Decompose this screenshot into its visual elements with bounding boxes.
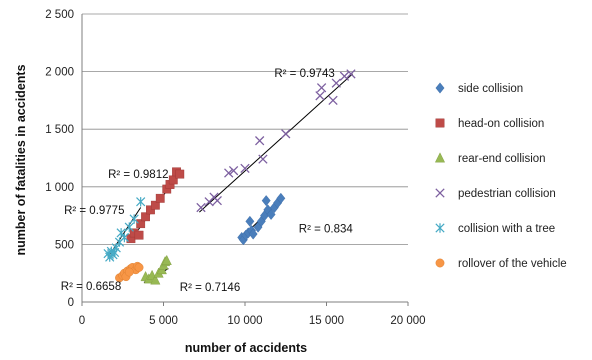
data-markers <box>103 69 356 285</box>
y-tick-label: 1 500 <box>45 124 74 136</box>
point-rollover-of-the-vehicle <box>124 267 134 277</box>
y-tick-label: 2 000 <box>45 67 74 79</box>
point-collision-with-a-tree <box>124 222 134 232</box>
x-axis-title: number of accidents <box>185 341 307 355</box>
point-pedestrian-collision <box>224 168 234 178</box>
x-tick-label: 5 000 <box>149 315 178 327</box>
y-axis-title: number of fatalities in accidents <box>14 64 28 255</box>
point-pedestrian-collision <box>328 95 338 106</box>
y-tick-label: 0 <box>68 297 74 309</box>
y-tick-label: 2 500 <box>45 9 74 21</box>
point-pedestrian-collision <box>316 83 327 93</box>
trendline-pedestrian-collision <box>199 73 353 213</box>
point-pedestrian-collision <box>212 195 222 206</box>
x-tick-label: 15 000 <box>309 315 344 327</box>
legend-label-head-on-collision: head-on collision <box>458 118 544 130</box>
point-head-on-collision <box>146 205 155 215</box>
x-tick-label: 0 <box>79 315 85 327</box>
point-side-collision <box>276 192 286 204</box>
point-side-collision <box>266 208 276 220</box>
point-head-on-collision <box>150 200 160 210</box>
r2-label-rollover-of-the-vehicle: R² = 0.6658 <box>61 281 121 293</box>
y-tick-labels: 0 500 1 000 1 500 2 000 2 500 <box>45 9 74 309</box>
point-head-on-collision <box>141 212 150 222</box>
r2-label-collision-with-a-tree: R² = 0.9775 <box>64 205 124 217</box>
r2-label-side-collision: R² = 0.834 <box>299 223 354 235</box>
point-side-collision <box>261 195 271 207</box>
point-head-on-collision <box>136 219 146 229</box>
point-pedestrian-collision <box>255 136 265 146</box>
legend-marker-rear-end-collision <box>434 152 446 163</box>
legend-marker-collision-with-a-tree <box>435 223 445 233</box>
point-collision-with-a-tree <box>119 232 130 243</box>
point-rear-end-collision <box>161 254 172 265</box>
legend-label-side-collision: side collision <box>458 83 523 95</box>
axes <box>81 14 409 306</box>
point-pedestrian-collision <box>228 166 239 176</box>
r2-label-pedestrian-collision: R² = 0.9743 <box>274 68 334 80</box>
point-side-collision <box>248 228 258 240</box>
legend-label-collision-with-a-tree: collision with a tree <box>458 223 555 235</box>
point-head-on-collision <box>134 230 144 240</box>
y-tick-label: 1 000 <box>45 182 74 194</box>
point-pedestrian-collision <box>339 71 350 81</box>
point-pedestrian-collision <box>346 69 356 79</box>
point-rear-end-collision <box>150 274 161 285</box>
point-pedestrian-collision <box>240 163 250 174</box>
point-head-on-collision <box>175 169 185 179</box>
point-pedestrian-collision <box>196 202 206 213</box>
x-tick-label: 10 000 <box>227 315 262 327</box>
legend: side collision head-on collision rear-end … <box>434 82 567 270</box>
legend-label-rear-end-collision: rear-end collision <box>458 153 546 165</box>
r2-label-head-on-collision: R² = 0.9812 <box>108 169 168 181</box>
legend-label-pedestrian-collision: pedestrian collision <box>458 188 556 200</box>
point-side-collision <box>245 215 255 227</box>
legend-marker-rollover-of-the-vehicle <box>435 258 445 268</box>
point-head-on-collision <box>155 193 165 203</box>
x-tick-label: 20 000 <box>390 315 425 327</box>
point-rollover-of-the-vehicle <box>134 263 144 272</box>
legend-marker-head-on-collision <box>435 118 445 128</box>
y-tick-label: 500 <box>55 239 74 251</box>
legend-label-rollover-of-the-vehicle: rollover of the vehicle <box>458 258 567 270</box>
r2-label-rear-end-collision: R² = 0.7146 <box>180 282 240 294</box>
point-pedestrian-collision <box>331 78 341 88</box>
point-collision-with-a-tree <box>136 197 146 207</box>
point-pedestrian-collision <box>281 129 291 139</box>
legend-marker-pedestrian-collision <box>435 188 445 198</box>
legend-marker-side-collision <box>435 82 445 94</box>
point-pedestrian-collision <box>315 91 325 101</box>
point-collision-with-a-tree <box>108 250 118 260</box>
grid-lines <box>82 13 408 245</box>
point-pedestrian-collision <box>258 154 268 164</box>
x-tick-labels: 0 5 000 10 000 15 000 20 000 <box>79 315 426 327</box>
point-collision-with-a-tree <box>129 214 139 224</box>
r2-labels: R² = 0.834 R² = 0.9812 R² = 0.7146 R² = 0.9… <box>61 68 354 294</box>
